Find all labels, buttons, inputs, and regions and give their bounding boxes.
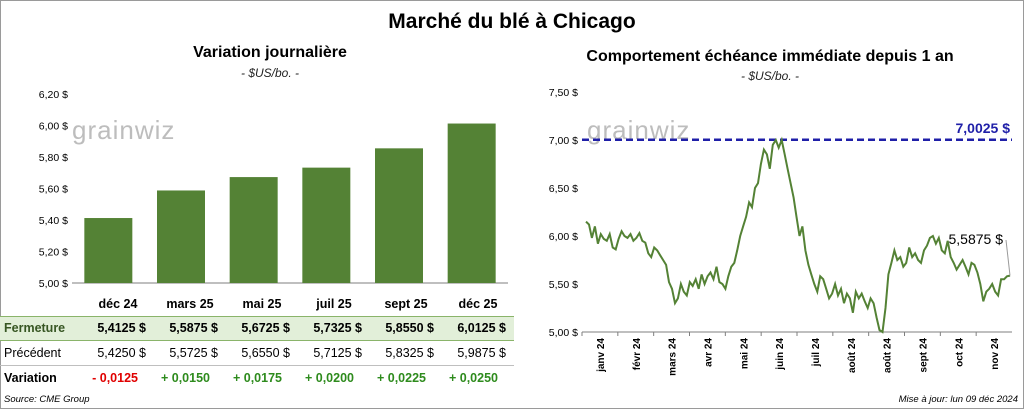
bar [375,148,423,283]
previous-value: 5,8325 $ [385,346,434,360]
update-note: Mise à jour: lun 09 déc 2024 [898,394,1018,405]
contract-header: mars 25 [166,297,214,311]
contract-header-row: déc 24 mars 25 mai 25 juil 25 sept 25 dé… [82,297,514,311]
contract-header: juil 25 [316,297,352,311]
y-tick-label: 5,00 $ [549,327,578,339]
row-label-variation: Variation [4,371,57,385]
line-chart: 5,00 $ 5,50 $ 6,00 $ 6,50 $ 7,00 $ 7,50 $ janv… [549,87,1012,376]
left-watermark-logo: grainwiz [72,115,176,145]
y-tick-label: 5,00 $ [39,278,68,290]
y-tick-label: 5,60 $ [39,184,68,196]
price-series-line [585,136,1011,334]
y-tick-label: 5,20 $ [39,247,68,259]
left-panel-title: Variation journalière [193,44,347,61]
x-tick-label: juil 24 [811,338,822,368]
table-row-variation: Variation - 0,0125 + 0,0150 + 0,0175 + 0… [0,367,514,389]
bar [229,177,278,283]
y-tick-label: 7,00 $ [549,135,578,147]
contract-header: déc 25 [458,297,498,311]
bar [447,123,496,283]
last-value-label: 5,5875 $ [949,231,1004,247]
variation-value: + 0,0150 [160,371,210,385]
previous-value: 5,5725 $ [169,346,218,360]
x-tick-label: août 24 [847,338,858,373]
variation-value: + 0,0225 [376,371,426,385]
page-title: Marché du blé à Chicago [388,10,636,33]
x-tick-label: avr 24 [703,338,714,367]
variation-value: + 0,0250 [448,371,498,385]
right-panel-unit: - $US/bo. - [740,69,800,83]
contract-header: mai 25 [242,297,282,311]
bar [84,218,133,283]
x-tick-label: févr 24 [632,338,643,371]
right-panel-title: Comportement échéance immédiate depuis 1… [586,48,954,65]
previous-value: 5,9875 $ [457,346,506,360]
source-note: Source: CME Group [4,394,90,405]
y-tick-label: 7,50 $ [549,87,578,99]
y-tick-label: 6,00 $ [39,121,68,133]
row-label-previous: Précédent [4,346,61,360]
x-tick-label: oct 24 [954,338,965,367]
variation-value: - 0,0125 [92,371,138,385]
close-value: 6,0125 $ [457,321,506,335]
y-tick-label: 5,80 $ [39,152,68,164]
close-value: 5,4125 $ [97,321,146,335]
contract-header: déc 24 [98,297,138,311]
y-tick-label: 5,40 $ [39,215,68,227]
y-tick-label: 6,20 $ [39,89,68,101]
x-tick-label: juin 24 [775,338,786,371]
last-value-leader [1005,239,1011,276]
y-tick-label: 6,00 $ [549,231,578,243]
row-label-close: Fermeture [4,321,66,335]
x-tick-label: août 24 [883,338,894,373]
close-value: 5,5875 $ [169,321,218,335]
x-tick-label: sept 24 [918,338,929,373]
x-tick-label: nov 24 [990,338,1001,370]
x-tick-label: janv 24 [596,338,607,373]
previous-value: 5,6550 $ [241,346,290,360]
x-tick-label: mars 24 [668,338,679,376]
x-tick-label: mai 24 [739,338,750,370]
max-reference-label: 7,0025 $ [956,120,1011,136]
bar-chart: 5,00 $ 5,20 $ 5,40 $ 5,60 $ 5,80 $ 6,00 $ 6,20… [39,89,508,290]
close-value: 5,7325 $ [313,321,362,335]
table-row-close: Fermeture 5,4125 $ 5,5875 $ 5,6725 $ 5,7… [0,316,514,341]
bar [302,167,351,283]
y-tick-label: 5,50 $ [549,279,578,291]
variation-value: + 0,0175 [232,371,282,385]
left-panel-unit: - $US/bo. - [240,66,300,80]
y-tick-label: 6,50 $ [549,183,578,195]
variation-value: + 0,0200 [304,371,354,385]
close-value: 5,8550 $ [385,321,434,335]
contract-header: sept 25 [384,297,428,311]
previous-value: 5,4250 $ [97,346,146,360]
bar [157,190,205,283]
close-value: 5,6725 $ [241,321,290,335]
previous-value: 5,7125 $ [313,346,362,360]
table-row-previous: Précédent 5,4250 $ 5,5725 $ 5,6550 $ 5,7… [0,341,514,366]
